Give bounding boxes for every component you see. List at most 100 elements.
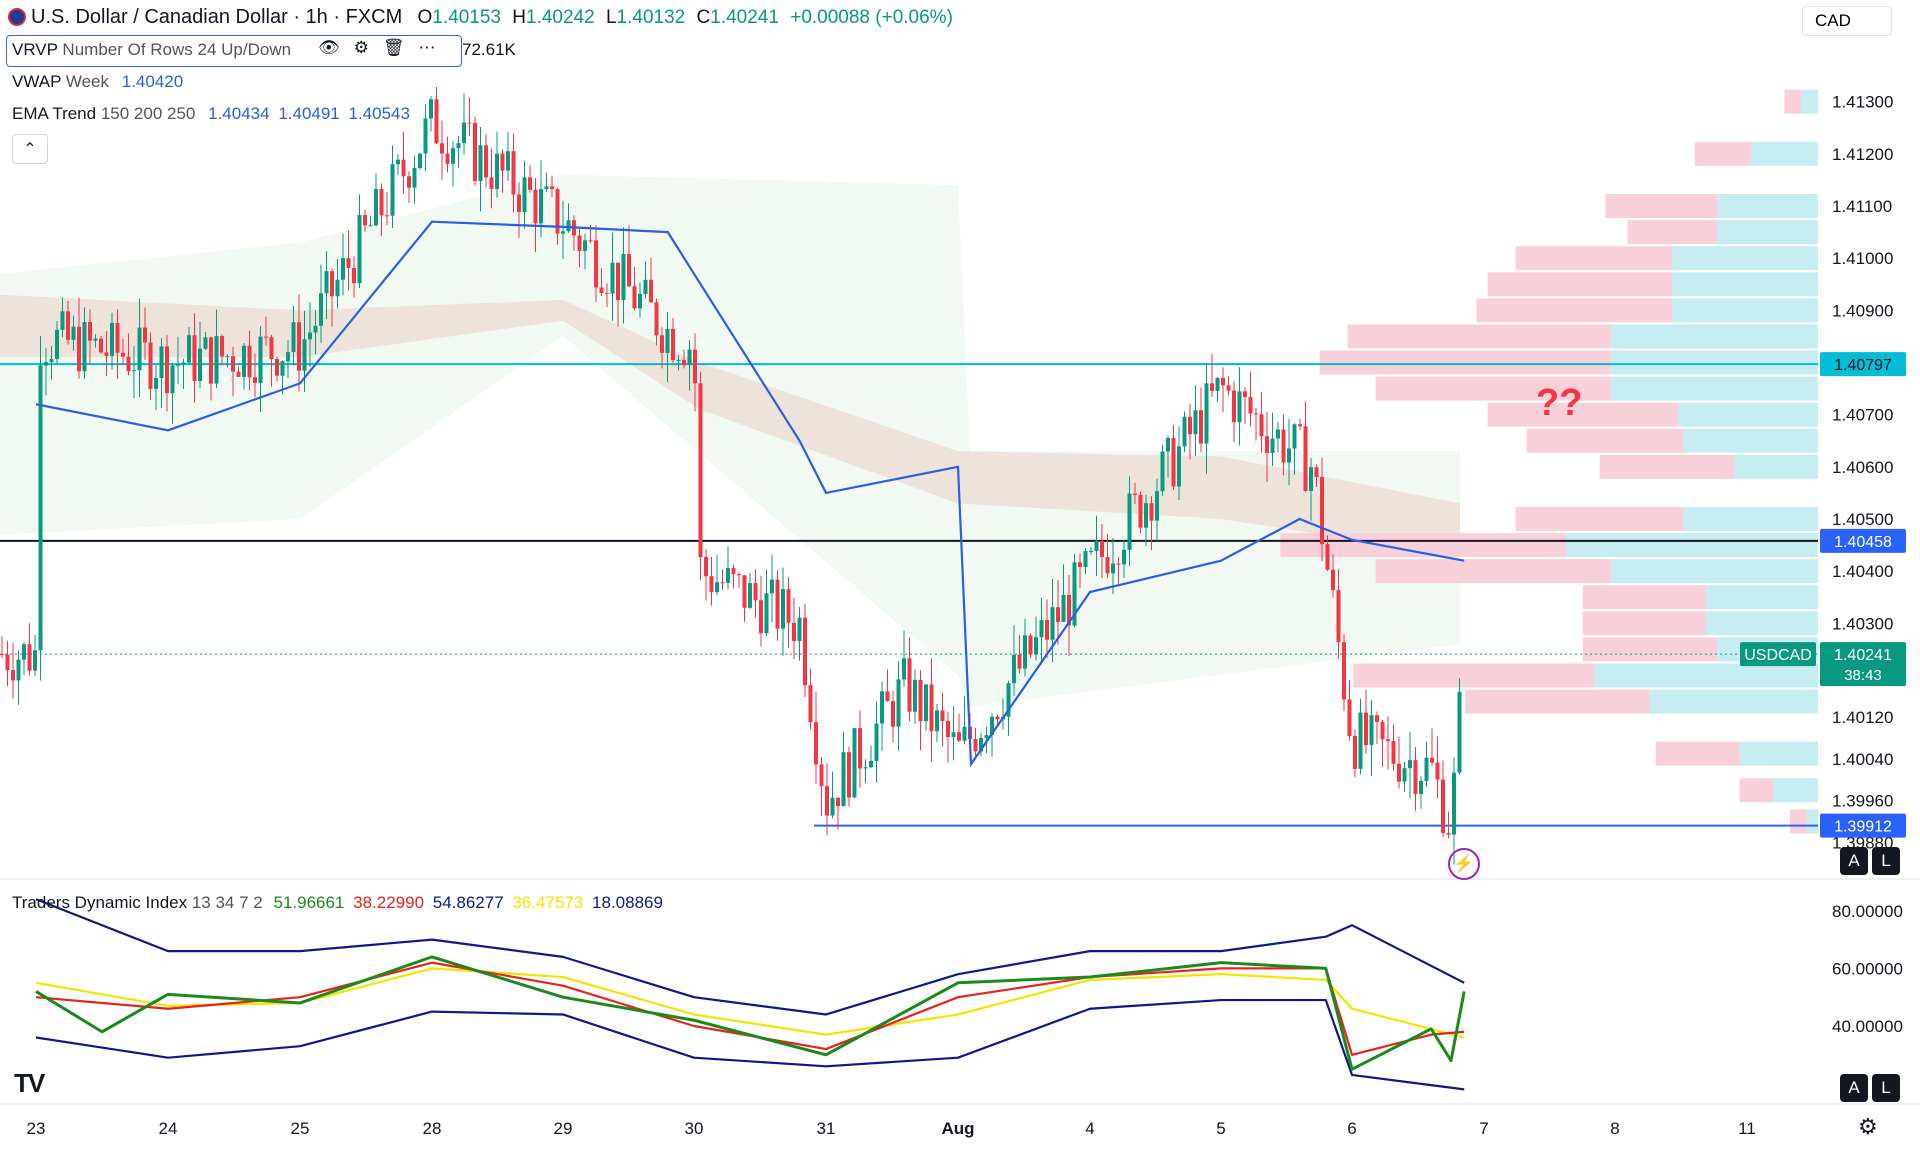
bear-candle-body xyxy=(1248,397,1253,414)
bull-candle-body xyxy=(1177,446,1181,487)
bull-candle-body xyxy=(181,362,186,365)
bear-candle-body xyxy=(1100,540,1104,558)
usd-cad-flag-icon xyxy=(8,8,26,26)
collapse-legend-button[interactable]: ⌃ xyxy=(12,134,48,164)
vrvp-params: Number Of Rows 24 Up/Down xyxy=(62,40,292,59)
bear-candle-body xyxy=(1045,620,1049,640)
bear-candle-body xyxy=(720,582,725,584)
bear-candle-body xyxy=(11,670,15,681)
bull-candle-body xyxy=(715,582,719,593)
bear-candle-body xyxy=(209,337,213,384)
vp-up-bar xyxy=(1683,506,1818,531)
vwap-legend[interactable]: VWAP Week 1.40420 xyxy=(12,72,183,92)
ema-value-2: 1.40491 xyxy=(278,104,340,123)
bear-candle-body xyxy=(577,235,582,251)
bull-candle-body xyxy=(286,352,290,362)
bull-candle-body xyxy=(1111,563,1115,574)
vp-up-bar xyxy=(1734,454,1818,479)
bear-candle-body xyxy=(599,287,604,293)
bull-candle-body xyxy=(869,760,873,768)
vp-down-bar xyxy=(1739,778,1774,803)
vp-up-bar xyxy=(1672,246,1818,271)
bull-candle-body xyxy=(1358,712,1363,769)
volume-profile xyxy=(1280,89,1818,834)
time-tick-label: 29 xyxy=(554,1119,573,1138)
resistance-price-tag-bg xyxy=(1820,352,1906,377)
bull-candle-body xyxy=(1050,607,1055,640)
bear-candle-body xyxy=(698,383,703,557)
bear-candle-body xyxy=(891,701,895,727)
bear-candle-body xyxy=(753,583,758,601)
open-value: 1.40153 xyxy=(432,7,501,28)
vp-down-bar xyxy=(1487,272,1673,297)
bear-candle-body xyxy=(671,328,675,361)
bear-candle-body xyxy=(0,654,4,656)
bull-candle-body xyxy=(1287,448,1291,463)
gear-icon[interactable]: ⚙ xyxy=(1858,1114,1878,1139)
bull-candle-body xyxy=(1094,540,1099,552)
bear-candle-body xyxy=(1386,739,1390,742)
bear-candle-body xyxy=(269,337,274,360)
bear-candle-body xyxy=(742,575,747,608)
more-icon[interactable]: ⋯ xyxy=(418,38,436,57)
bear-candle-body xyxy=(1325,544,1330,570)
bear-candle-body xyxy=(275,359,279,376)
bull-candle-body xyxy=(1204,383,1209,444)
currency-select[interactable]: CAD xyxy=(1802,6,1892,36)
auto-scale-button[interactable]: A xyxy=(1840,847,1868,875)
bear-candle-body xyxy=(533,189,538,224)
bear-candle-body xyxy=(407,176,411,188)
level-lines xyxy=(0,363,1818,827)
price-tick-label: 1.40040 xyxy=(1832,750,1893,769)
bear-candle-body xyxy=(445,153,450,164)
time-tick-label: 25 xyxy=(291,1119,310,1138)
bull-candle-body xyxy=(176,364,180,366)
vp-down-bar xyxy=(1582,611,1706,636)
bear-candle-body xyxy=(1259,414,1264,437)
vp-down-bar xyxy=(1784,89,1802,114)
tradingview-logo[interactable]: TV xyxy=(14,1068,45,1099)
vp-up-bar xyxy=(1566,533,1818,558)
bear-candle-body xyxy=(247,345,252,378)
low-value: 1.40132 xyxy=(616,7,686,28)
tdi-log-button[interactable]: L xyxy=(1872,1074,1900,1102)
bull-candle-body xyxy=(198,348,202,381)
tdi-legend[interactable]: Traders Dynamic Index 13 34 7 2 51.96661… xyxy=(12,893,663,913)
vrvp-legend: VRVP Number Of Rows 24 Up/Down xyxy=(12,40,291,60)
bull-candle-body xyxy=(60,311,65,330)
vrvp-legend-box[interactable] xyxy=(6,35,462,67)
trash-icon[interactable]: 🗑 xyxy=(382,38,405,57)
lightning-icon[interactable]: ⚡ xyxy=(1448,848,1480,880)
bear-candle-body xyxy=(511,151,516,195)
bull-candle-body xyxy=(335,279,340,297)
time-tick-label: 23 xyxy=(27,1119,46,1138)
bull-candle-body xyxy=(187,335,191,363)
bear-candle-body xyxy=(808,685,813,723)
high-value: 1.40242 xyxy=(526,7,595,28)
chart-legend-title[interactable]: U.S. Dollar / Canadian Dollar · 1h · FXC… xyxy=(8,6,953,29)
log-scale-button[interactable]: L xyxy=(1872,847,1900,875)
bear-candle-body xyxy=(814,722,818,765)
bear-candle-body xyxy=(1199,410,1203,444)
tdi-pane xyxy=(0,878,1920,1091)
ema-legend[interactable]: EMA Trend 150 200 250 1.40434 1.40491 1.… xyxy=(12,104,410,124)
bull-candle-body xyxy=(16,659,21,681)
settings-icon[interactable]: ⚙ xyxy=(353,38,369,57)
vp-down-bar xyxy=(1375,559,1611,584)
bear-candle-body xyxy=(803,617,807,686)
bear-candle-body xyxy=(660,335,664,353)
bear-candle-body xyxy=(264,336,268,338)
eye-icon[interactable]: 👁 xyxy=(318,38,340,57)
price-tick-label: 1.40400 xyxy=(1832,562,1893,581)
time-tick-label: 4 xyxy=(1085,1119,1094,1138)
bear-candle-body xyxy=(737,574,741,576)
vp-up-bar xyxy=(1750,141,1818,166)
bull-candle-body xyxy=(368,225,373,227)
tdi-auto-button[interactable]: A xyxy=(1840,1074,1868,1102)
vp-down-bar xyxy=(1515,246,1673,271)
bear-candle-body xyxy=(973,739,978,752)
question-annotation[interactable]: ?? xyxy=(1536,382,1583,424)
bear-candle-body xyxy=(616,262,620,300)
ema-value-3: 1.40543 xyxy=(348,104,410,123)
